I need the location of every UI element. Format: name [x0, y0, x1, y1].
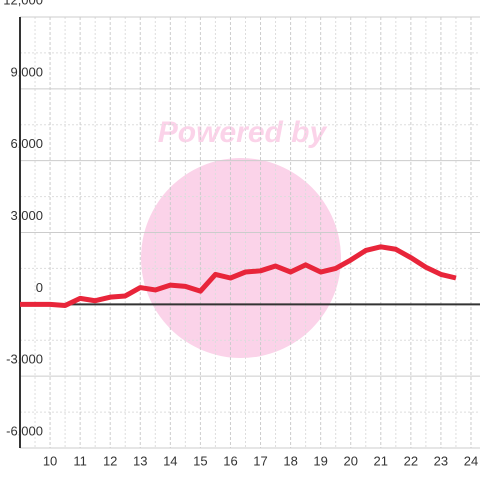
watermark-text: Powered by — [158, 116, 328, 149]
x-tick-label: 15 — [193, 453, 207, 468]
line-series — [20, 244, 457, 309]
x-tick-label: 14 — [163, 453, 177, 468]
y-tick-label: -6,000 — [6, 423, 43, 438]
x-tick-label: 20 — [343, 453, 357, 468]
y-tick-label: 0 — [36, 280, 43, 295]
x-tick-label: 11 — [73, 453, 87, 468]
x-tick-label: 23 — [434, 453, 448, 468]
x-tick-label: 13 — [133, 453, 147, 468]
x-tick-label: 21 — [374, 453, 388, 468]
x-tick-label: 10 — [43, 453, 57, 468]
y-tick-label: -3,000 — [6, 352, 43, 367]
x-tick-label: 17 — [253, 453, 267, 468]
x-tick-label: 12 — [103, 453, 117, 468]
y-tick-label: 6,000 — [10, 136, 43, 151]
x-tick-label: 16 — [223, 453, 237, 468]
x-tick-label: 22 — [404, 453, 418, 468]
y-tick-label: 9,000 — [10, 64, 43, 79]
x-tick-label: 24 — [464, 453, 478, 468]
watermark-circle — [141, 158, 341, 358]
y-tick-label: 3,000 — [10, 208, 43, 223]
x-tick-label: 18 — [283, 453, 297, 468]
x-tick-label: 19 — [313, 453, 327, 468]
y-tick-label: 12,000 — [3, 0, 43, 7]
